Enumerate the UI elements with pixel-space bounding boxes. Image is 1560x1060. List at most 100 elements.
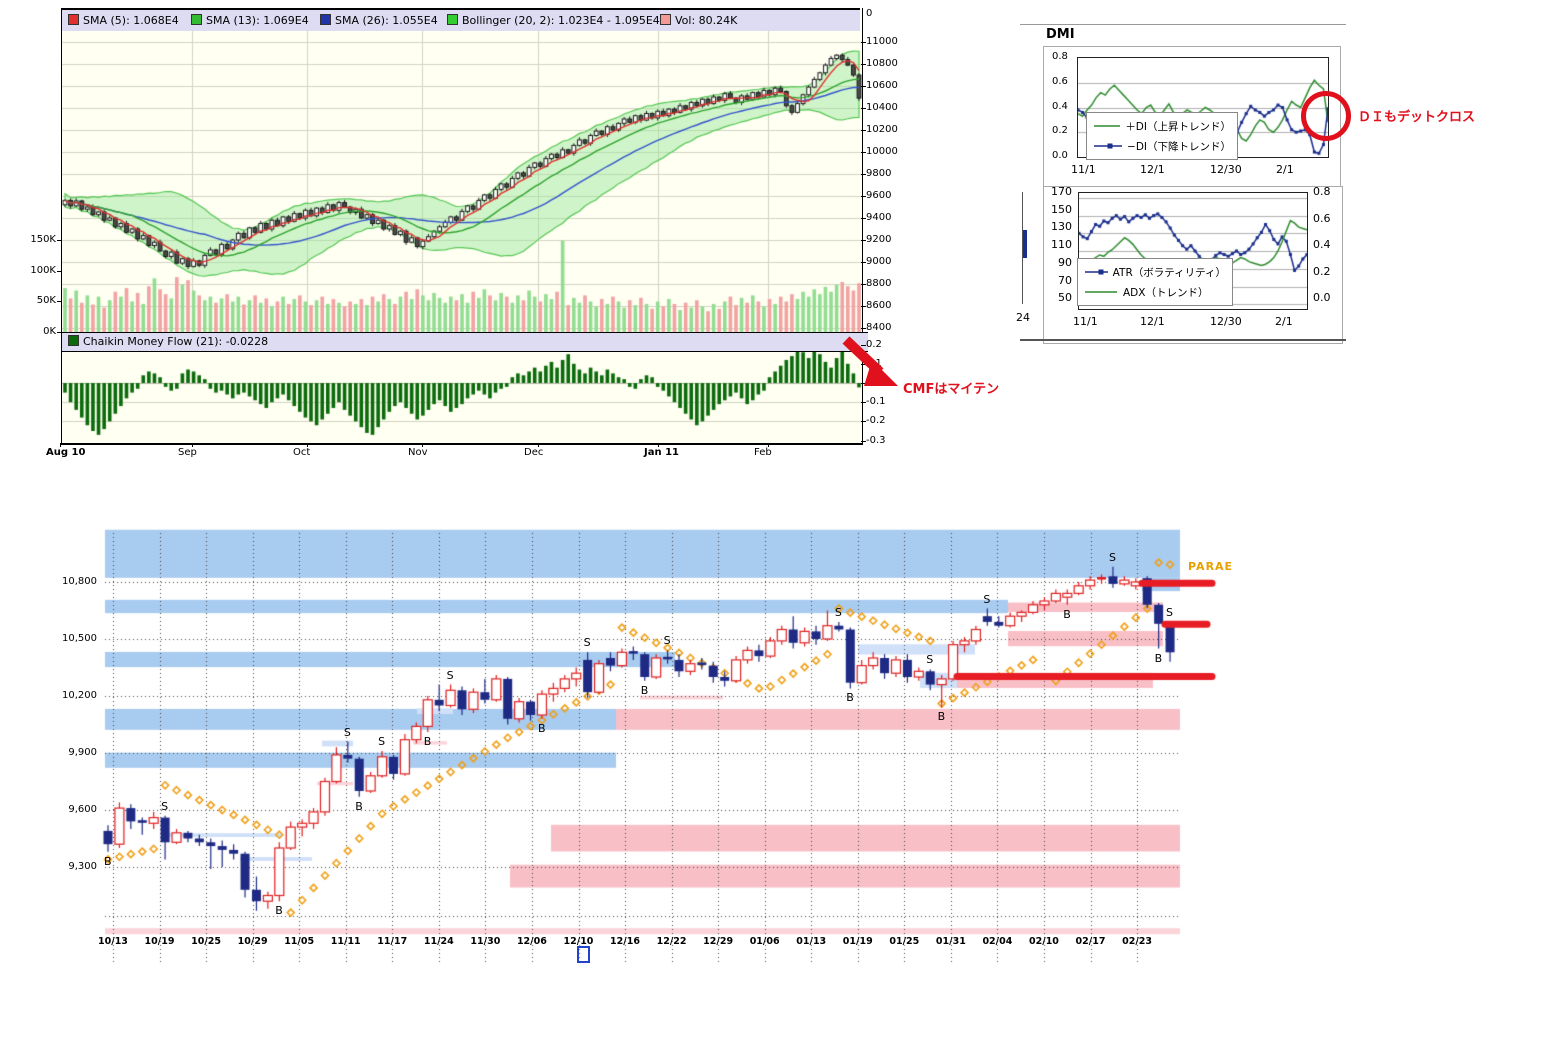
price-tick-label: 9000 <box>866 256 892 267</box>
dmi-top-rule <box>1020 24 1346 25</box>
daily-date-label: 11/24 <box>423 936 454 947</box>
legend-swatch-icon <box>660 14 671 25</box>
axis-tick-mark <box>861 130 866 131</box>
axis-tick-mark <box>861 328 866 329</box>
price-tick-label: 11000 <box>866 36 898 47</box>
daily-y-tick-label: 9,900 <box>68 747 97 758</box>
dmi-y-tick-label: 0.2 <box>1052 125 1068 137</box>
dmi-x-tick-label: 12/1 <box>1140 163 1165 176</box>
axis-tick-mark <box>861 262 866 263</box>
daily-date-label: 12/10 <box>563 936 594 947</box>
axis-tick-mark <box>861 402 866 404</box>
date-axis-label: Oct <box>293 447 311 458</box>
mini-legend-label: −DI（下降トレンド） <box>1127 140 1231 153</box>
trade-marker-s: S <box>583 636 591 650</box>
cropped-chart-fragment <box>1022 192 1023 304</box>
daily-date-label: 01/31 <box>935 936 966 947</box>
mini-legend-label: ADX（トレンド） <box>1123 286 1209 299</box>
mini-legend-label: ATR（ボラティリティ） <box>1112 266 1226 279</box>
axis-tick-mark <box>192 443 193 447</box>
daily-date-label: 11/05 <box>284 936 315 947</box>
main-chart-panel: Chaikin Money Flow (21): -0.0228 <box>61 8 868 445</box>
daily-date-label: 11/30 <box>470 936 501 947</box>
dmi-panel-title: DMI <box>1046 27 1075 42</box>
cmf-tick-label: -0.2 <box>866 415 886 427</box>
daily-date-label: 01/19 <box>842 936 873 947</box>
trade-marker-s: S <box>663 634 671 648</box>
legend-swatch-icon <box>68 14 79 25</box>
trade-marker-s: S <box>926 653 934 667</box>
axis-tick-mark <box>861 218 866 219</box>
volume-tick-label: 100K <box>30 265 56 276</box>
daily-date-label: 12/16 <box>610 936 640 947</box>
legend-line-sample-icon <box>1085 291 1117 293</box>
legend-line-sample-icon <box>1094 143 1123 149</box>
atr-left-tick-label: 90 <box>1058 255 1072 269</box>
cmf-annotation-text: CMFはマイテン <box>903 382 1000 397</box>
legend-item: Vol: 80.24K <box>660 14 737 27</box>
atr-x-tick-label: 12/30 <box>1210 315 1242 328</box>
price-tick-label: 8400 <box>866 322 892 333</box>
daily-date-label: 11/17 <box>377 936 408 947</box>
axis-tick-mark <box>57 271 62 272</box>
axis-tick-mark <box>861 363 866 365</box>
daily-date-label: 01/06 <box>749 936 780 947</box>
daily-date-label: 01/25 <box>889 936 920 947</box>
daily-date-label: 02/17 <box>1075 936 1106 947</box>
daily-y-tick-label: 9,300 <box>68 861 97 872</box>
trade-marker-b: B <box>1154 651 1163 665</box>
legend-swatch-icon <box>191 14 202 25</box>
daily-date-label: 10/29 <box>237 936 268 947</box>
trade-marker-b: B <box>537 721 546 735</box>
mini-legend-row: −DI（下降トレンド） <box>1093 136 1231 156</box>
trade-marker-b: B <box>640 683 649 697</box>
trade-marker-b: B <box>104 854 112 868</box>
trade-marker-s: S <box>1108 550 1116 564</box>
atr-left-tick-label: 170 <box>1051 185 1072 198</box>
date-axis-label: Aug 10 <box>46 447 86 458</box>
trade-marker-s: S <box>983 592 991 606</box>
atr-right-tick-label: 0.6 <box>1313 211 1331 225</box>
axis-tick-mark <box>57 301 62 302</box>
atr-right-tick-label: 0.2 <box>1313 264 1331 278</box>
axis-tick-mark <box>538 443 539 447</box>
price-tick-label: 9200 <box>866 234 892 245</box>
cmf-tick-label: -0.1 <box>866 396 886 408</box>
legend-item: SMA (26): 1.055E4 <box>320 14 438 27</box>
atr-legend-box: ATR（ボラティリティ） ADX（トレンド） <box>1077 258 1233 306</box>
daily-date-label: 12/06 <box>516 936 547 947</box>
price-volume-chart-canvas <box>62 31 862 332</box>
dmi-x-tick-label: 11/1 <box>1071 163 1096 176</box>
parabolic-sar-label: PARAE <box>1188 560 1234 573</box>
daily-date-label: 01/13 <box>796 936 827 947</box>
trade-marker-b: B <box>275 904 283 918</box>
cmf-tick-label: -0.3 <box>866 434 886 446</box>
dead-cross-circle-annotation <box>1301 91 1351 141</box>
daily-date-label: 02/04 <box>982 936 1013 947</box>
trade-marker-b: B <box>355 799 363 813</box>
axis-tick-mark <box>60 443 61 447</box>
legend-line-sample-icon <box>1085 269 1108 275</box>
daily-date-label: 10/19 <box>144 936 175 947</box>
axis-tick-mark <box>57 332 62 333</box>
date-axis-label: Sep <box>178 447 197 458</box>
axis-tick-mark <box>861 196 866 197</box>
trade-marker-s: S <box>446 668 454 682</box>
atr-left-tick-label: 110 <box>1051 238 1072 252</box>
trade-marker-s: S <box>378 735 386 749</box>
axis-tick-mark <box>861 86 866 87</box>
price-tick-label: 9800 <box>866 168 892 179</box>
volume-tick-label: 0K <box>43 326 56 337</box>
legend-item: SMA (5): 1.068E4 <box>68 14 179 27</box>
axis-tick-mark <box>861 383 866 384</box>
atr-right-tick-label: 0.0 <box>1313 291 1331 304</box>
dmi-y-tick-label: 0.8 <box>1052 51 1068 62</box>
fragment-axis-label: 24 <box>1016 311 1030 324</box>
cmf-legend-swatch <box>68 335 79 346</box>
dmi-x-tick-label: 12/30 <box>1210 163 1242 176</box>
axis-tick-mark <box>861 174 866 175</box>
date-axis-label: Dec <box>524 447 544 458</box>
dmi-y-tick-label: 0.6 <box>1052 75 1068 87</box>
daily-candles-chart-canvas <box>100 528 1220 968</box>
